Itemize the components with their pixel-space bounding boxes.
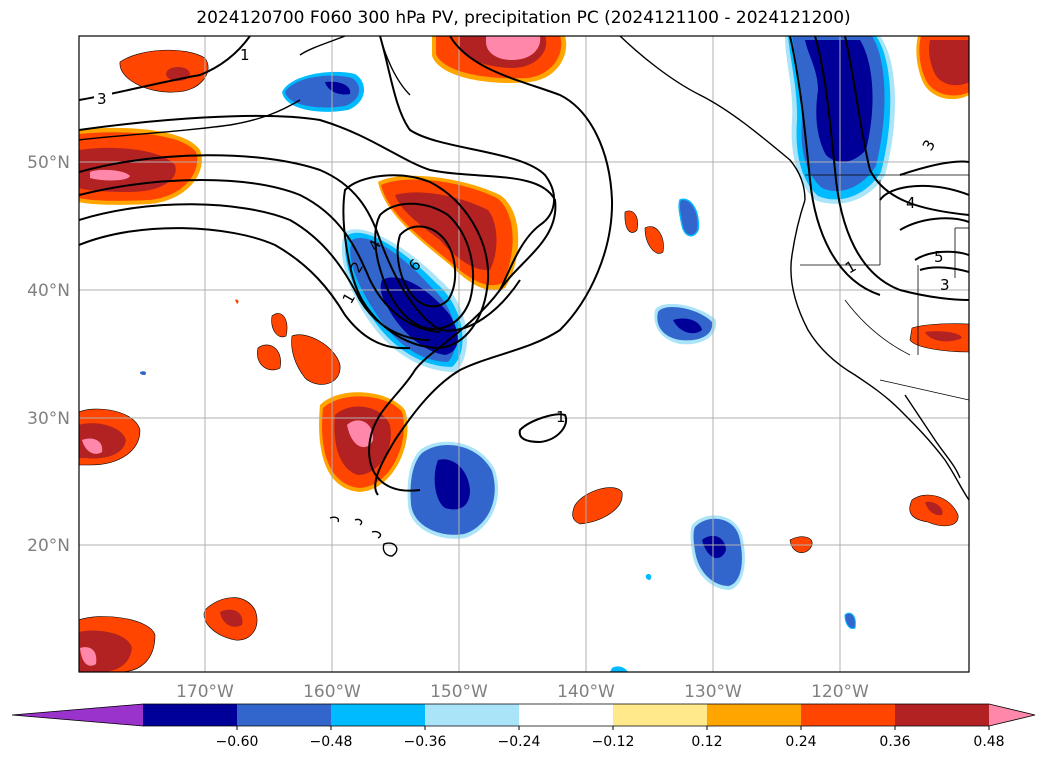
colorbar-tick-label: 0.48 [973,734,1004,750]
lat-label-50n: 50°N [27,153,70,173]
contour-label: 5 [934,248,944,266]
lon-label-150w: 150°W [430,682,488,702]
contour-label: 3 [940,276,950,294]
colorbar-tick-label: −0.24 [498,734,541,750]
lat-label-30n: 30°N [27,409,70,429]
pv-contours [79,36,969,496]
colorbar-segment [895,704,990,726]
latitude-labels: 50°N 40°N 30°N 20°N [27,153,70,556]
colorbar-tick-label: −0.48 [310,734,353,750]
map-frame [78,35,970,673]
colorbar-tick-label: −0.60 [216,734,259,750]
graticule [79,36,969,672]
colorbar-outline [11,703,1036,727]
colorbar-segment [707,704,802,726]
colorbar: −0.60 −0.48 −0.36 −0.24 −0.12 0.12 0.24 0.36 0.4… [11,703,1036,750]
colorbar-extend-max [989,704,1035,726]
contour-label: 1 [240,46,250,64]
colorbar-segment [425,704,520,726]
colorbar-tick-label: 0.24 [785,734,816,750]
colorbar-segment [143,704,238,726]
colorbar-tick-label: 0.12 [691,734,722,750]
colorbar-extend-min [12,704,143,726]
lat-label-40n: 40°N [27,281,70,301]
longitude-labels: 170°W 160°W 150°W 140°W 130°W 120°W [176,682,869,702]
lon-label-160w: 160°W [303,682,361,702]
colorbar-segment [801,704,896,726]
lon-label-140w: 140°W [557,682,615,702]
colorbar-segment [237,704,332,726]
lon-label-130w: 130°W [684,682,742,702]
precip-negative-anomalies [140,36,896,672]
contour-label: 4 [906,194,916,212]
coastlines [79,36,969,557]
lon-label-170w: 170°W [176,682,234,702]
colorbar-segment [331,704,426,726]
lat-label-20n: 20°N [27,536,70,556]
colorbar-tick-label: −0.12 [592,734,635,750]
lon-label-120w: 120°W [811,682,869,702]
colorbar-segment [613,704,708,726]
colorbar-tick-label: −0.36 [404,734,447,750]
contour-label: 1 [556,408,566,426]
colorbar-tick-label: 0.36 [879,734,910,750]
map-title: 2024120700 F060 300 hPa PV, precipitatio… [196,8,851,28]
contour-label: 3 [97,90,107,108]
colorbar-segment [519,704,614,726]
